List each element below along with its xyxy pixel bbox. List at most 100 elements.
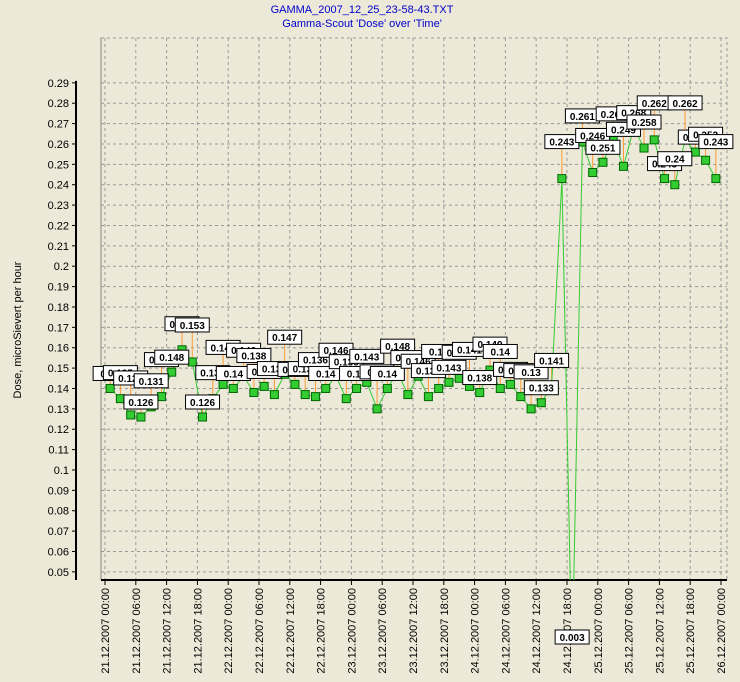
value-labels: 0.140.1350.1270.1260.1310.1360.1480.1590…	[92, 95, 734, 645]
value-label-box	[267, 329, 303, 345]
data-point	[156, 392, 166, 402]
value-label: 0.143	[436, 363, 461, 374]
data-point	[434, 383, 444, 393]
value-label: 0.147	[272, 333, 297, 344]
data-point	[290, 379, 300, 389]
value-label: 0.138	[467, 374, 492, 385]
y-tick-label: 0.1	[54, 465, 69, 477]
x-tick-label: 24.12.2007 12:00	[531, 588, 543, 674]
data-point	[598, 157, 608, 167]
data-point	[249, 388, 259, 398]
value-label: 0.243	[703, 138, 728, 149]
value-label-box	[369, 365, 405, 381]
x-tick-label: 25.12.2007 00:00	[593, 588, 605, 674]
value-label-box	[554, 629, 590, 645]
data-point	[506, 379, 516, 389]
value-label: 0.141	[539, 356, 564, 367]
x-tick-label: 24.12.2007 00:00	[470, 588, 482, 674]
value-label-box	[462, 370, 498, 386]
value-label: 0.249	[611, 125, 636, 136]
data-point	[639, 143, 649, 153]
data-point	[105, 383, 115, 393]
y-tick-label: 0.22	[48, 220, 69, 232]
data-point	[228, 383, 238, 393]
y-tick-label: 0.09	[48, 485, 69, 497]
x-tick-label: 23.12.2007 18:00	[439, 588, 451, 674]
y-tick-label: 0.06	[48, 546, 69, 558]
x-tick-label: 24.12.2007 06:00	[500, 588, 512, 674]
value-label: 0.243	[549, 138, 574, 149]
x-tick-label: 26.12.2007 00:00	[716, 588, 728, 674]
value-label: 0.135	[200, 369, 225, 380]
y-tick-label: 0.13	[48, 404, 69, 416]
data-point	[259, 381, 269, 391]
value-label: 0.153	[180, 321, 205, 332]
value-label: 0.258	[631, 118, 656, 129]
value-label-box	[123, 394, 159, 410]
value-label: 0.146	[323, 346, 348, 357]
value-label: 0.137	[293, 365, 318, 376]
data-point	[341, 394, 351, 404]
value-label: 0.262	[601, 110, 626, 121]
data-point	[557, 174, 567, 184]
value-label-box	[133, 373, 169, 389]
data-point	[218, 379, 228, 389]
data-point	[670, 180, 680, 190]
x-tick-label: 25.12.2007 06:00	[624, 588, 636, 674]
chart-subtitle: Gamma-Scout 'Dose' over 'Time'	[282, 18, 442, 30]
y-tick-label: 0.27	[48, 119, 69, 131]
y-tick-label: 0.12	[48, 424, 69, 436]
value-label: 0.131	[139, 377, 164, 388]
value-label-box	[667, 95, 703, 111]
y-axis-label: Dose, microSievert per hour	[12, 261, 24, 398]
y-tick-label: 0.25	[48, 159, 69, 171]
value-label: 0.14	[491, 347, 511, 358]
y-tick-label: 0.11	[48, 445, 69, 457]
y-tick-label: 0.07	[48, 526, 69, 538]
value-label: 0.14	[347, 369, 367, 380]
x-tick-label: 22.12.2007 00:00	[223, 588, 235, 674]
x-tick-label: 23.12.2007 12:00	[408, 588, 420, 674]
data-point	[423, 392, 433, 402]
data-point	[526, 404, 536, 414]
data-point	[198, 412, 208, 422]
x-tick-label: 21.12.2007 18:00	[192, 588, 204, 674]
value-label: 0.148	[385, 342, 410, 353]
data-point	[403, 390, 413, 400]
y-tick-label: 0.16	[48, 343, 69, 355]
x-tick-label: 23.12.2007 06:00	[377, 588, 389, 674]
value-label: 0.003	[560, 633, 585, 644]
data-point	[310, 392, 320, 402]
x-tick-label: 23.12.2007 00:00	[346, 588, 358, 674]
value-label: 0.141	[457, 345, 482, 356]
value-label: 0.133	[529, 384, 554, 395]
x-tick-label: 21.12.2007 12:00	[162, 588, 174, 674]
data-point	[115, 394, 125, 404]
value-label: 0.262	[642, 99, 667, 110]
y-tick-label: 0.24	[48, 180, 69, 192]
value-label-box	[698, 134, 734, 150]
data-point	[588, 167, 598, 177]
value-label-box	[534, 352, 570, 368]
value-label-box	[585, 139, 621, 155]
y-tick-label: 0.15	[48, 363, 69, 375]
data-point	[475, 388, 485, 398]
data-point	[495, 383, 505, 393]
y-tick-label: 0.19	[48, 282, 69, 294]
y-tick-label: 0.28	[48, 98, 69, 110]
data-point	[352, 383, 362, 393]
data-point	[126, 410, 136, 420]
data-point	[444, 377, 454, 387]
data-point	[649, 135, 659, 145]
y-tick-label: 0.2	[54, 261, 69, 273]
data-point	[136, 412, 146, 422]
value-label: 0.251	[590, 143, 615, 154]
value-label: 0.135	[334, 358, 359, 369]
chart-title: GAMMA_2007_12_25_23-58-43.TXT	[271, 4, 454, 16]
value-label: 0.13	[521, 368, 541, 379]
data-point	[701, 155, 711, 165]
value-label: 0.126	[128, 398, 153, 409]
value-label: 0.137	[262, 365, 287, 376]
value-label: 0.146	[406, 357, 431, 368]
